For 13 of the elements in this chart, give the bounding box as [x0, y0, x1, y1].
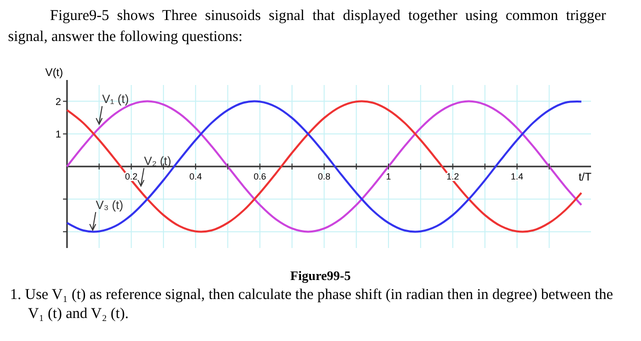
annotation: V₁ (t)	[102, 92, 129, 106]
text: 1. Use V₁ (t) as reference signal, then calculate the phase shift (in radian then in degree) between the V₁ (t) and V₂ (t).	[9, 286, 614, 324]
x-tick-label: 0.4	[189, 172, 202, 182]
x-tick-label: 0.6	[254, 172, 266, 182]
x-tick-label: 0.8	[318, 172, 330, 182]
chart-title: Figure9-5 shows Three sinusoids signal that displayed together using common trigger signal, answer the following questions:	[8, 7, 606, 47]
y-tick-label: 2	[55, 96, 62, 108]
x-tick-label: 1.4	[510, 172, 524, 182]
annotation: V₃ (t)	[96, 198, 124, 212]
caption: Figure99-5	[289, 268, 352, 284]
x-axis-title: t/T	[578, 172, 592, 184]
x-tick-label: 1	[386, 172, 391, 182]
y-axis-title: V(t)	[45, 67, 63, 79]
